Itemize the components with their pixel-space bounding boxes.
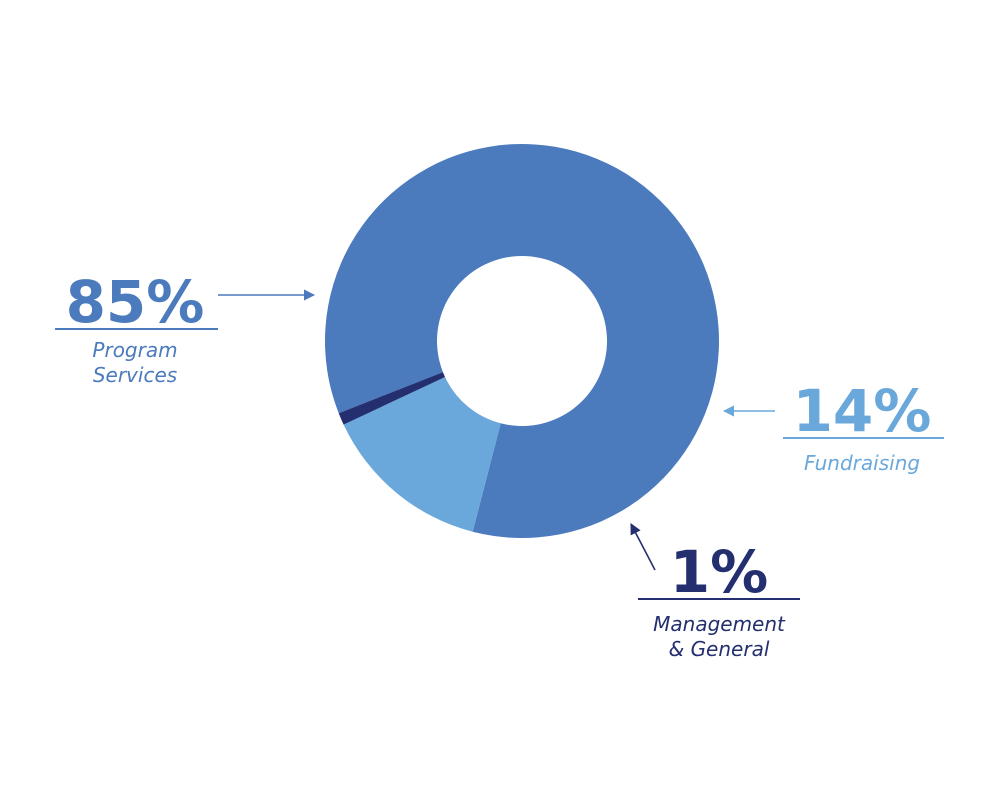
value-label-management-general: 1% bbox=[670, 538, 768, 606]
category-label-fundraising: Fundraising bbox=[804, 451, 920, 475]
slice-management-general bbox=[338, 372, 446, 425]
pointer-arrow-management-general bbox=[630, 523, 656, 571]
category-label-management-general: Management bbox=[653, 612, 786, 636]
slice-fundraising bbox=[343, 377, 501, 532]
category-label-program-services: Program bbox=[92, 338, 177, 362]
value-label-fundraising: 14% bbox=[793, 377, 932, 445]
slice-program-services bbox=[325, 144, 719, 539]
category-label-program-services: Services bbox=[93, 363, 177, 387]
category-label-management-general: & General bbox=[669, 637, 770, 661]
value-label-program-services: 85% bbox=[66, 268, 205, 336]
